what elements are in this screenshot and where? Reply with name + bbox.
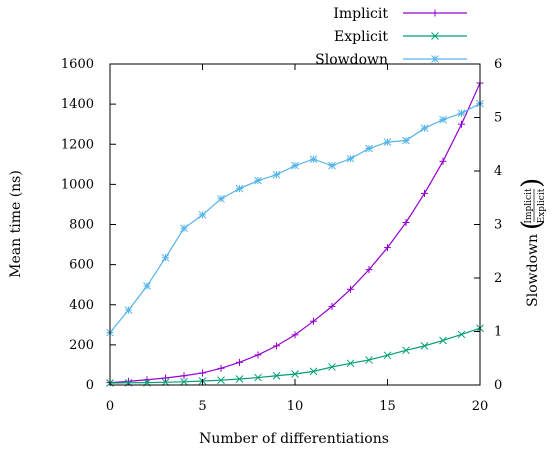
data-point-implicit	[273, 342, 280, 350]
data-point-implicit	[180, 372, 188, 380]
data-point-implicit	[254, 351, 262, 359]
y2-tick-label: 4	[494, 164, 502, 179]
data-point-implicit	[199, 369, 206, 377]
data-point-slowdown	[420, 124, 429, 133]
y2-tick-label: 3	[494, 218, 502, 233]
data-point-slowdown	[143, 282, 151, 290]
x-tick-label: 0	[106, 399, 114, 414]
y-tick-label: 0	[86, 378, 94, 393]
x-tick-label: 10	[287, 399, 304, 414]
data-point-implicit	[328, 302, 336, 310]
data-point-slowdown	[198, 211, 207, 219]
data-point-implicit	[310, 317, 317, 325]
data-point-slowdown	[328, 161, 336, 170]
x-tick-label: 15	[379, 399, 396, 414]
legend-marker-explicit	[431, 32, 439, 40]
data-point-explicit	[402, 346, 410, 355]
legend-label-implicit: Implicit	[333, 6, 388, 22]
y2-tick-label: 2	[494, 271, 502, 286]
data-point-implicit	[347, 285, 354, 293]
data-point-implicit	[162, 374, 169, 382]
y2-axis-label-denominator: Explicit	[537, 188, 547, 223]
data-point-slowdown	[272, 170, 281, 179]
data-point-implicit	[402, 218, 410, 226]
data-point-implicit	[365, 266, 373, 274]
data-point-slowdown	[457, 109, 466, 118]
data-point-explicit	[383, 351, 392, 360]
data-point-explicit	[217, 376, 225, 385]
x-tick-label: 5	[198, 399, 206, 414]
data-point-explicit	[309, 367, 318, 376]
data-point-slowdown	[402, 136, 410, 145]
x-tick-label: 20	[472, 399, 489, 414]
data-point-slowdown	[309, 155, 318, 164]
y-tick-label: 800	[69, 218, 94, 233]
data-point-slowdown	[346, 154, 355, 163]
data-point-explicit	[346, 359, 355, 368]
y-tick-label: 400	[69, 298, 94, 313]
data-point-implicit	[236, 358, 243, 366]
data-point-explicit	[254, 373, 262, 382]
y2-tick-label: 6	[494, 57, 502, 72]
legend: Implicit Explicit Slowdown	[315, 6, 467, 68]
legend-marker-slowdown	[431, 55, 439, 63]
legend-label-explicit: Explicit	[334, 29, 388, 45]
data-point-implicit	[217, 364, 225, 372]
y2-tick-label: 1	[494, 325, 502, 340]
data-point-explicit	[439, 336, 447, 345]
data-point-implicit	[125, 377, 132, 385]
data-point-explicit	[272, 371, 281, 380]
data-point-implicit	[439, 157, 447, 165]
data-point-implicit	[458, 120, 465, 128]
data-point-explicit	[180, 377, 188, 386]
data-point-implicit	[384, 244, 391, 252]
data-point-slowdown	[365, 144, 373, 153]
data-point-implicit	[421, 189, 428, 197]
data-point-explicit	[291, 370, 299, 378]
series-line-slowdown	[109, 103, 481, 333]
data-point-slowdown	[254, 176, 262, 185]
data-point-explicit	[235, 375, 244, 383]
axes: 0 5 10 15 2002004006008001000120014001600012…	[61, 57, 502, 414]
data-point-slowdown	[124, 306, 133, 314]
y-axis-label: Mean time (ns)	[8, 170, 24, 278]
y2-axis-paren-left: (	[517, 220, 547, 230]
y2-axis-label: Slowdown ( Implicit Explicit )	[517, 178, 547, 307]
y-tick-label: 1400	[61, 97, 94, 112]
data-point-implicit	[291, 331, 299, 339]
y-tick-label: 1600	[61, 57, 94, 72]
data-point-slowdown	[291, 161, 299, 170]
data-point-slowdown	[217, 194, 225, 203]
y2-axis-label-prefix: Slowdown	[525, 234, 541, 307]
legend-label-slowdown: Slowdown	[315, 52, 388, 68]
y2-tick-label: 5	[494, 111, 502, 126]
data-point-slowdown	[161, 253, 170, 262]
data-point-slowdown	[180, 224, 188, 233]
data-point-explicit	[457, 330, 466, 339]
y2-axis-label-numerator: Implicit	[524, 188, 534, 224]
y2-axis-paren-right: )	[517, 178, 547, 188]
data-point-explicit	[365, 356, 373, 364]
y-tick-label: 200	[69, 338, 94, 353]
y-tick-label: 1000	[61, 177, 94, 192]
plot-area	[106, 79, 484, 387]
y2-tick-label: 0	[494, 378, 502, 393]
y-tick-label: 1200	[61, 137, 94, 152]
data-point-slowdown	[235, 184, 244, 193]
y-tick-label: 600	[69, 258, 94, 273]
data-point-slowdown	[439, 115, 447, 124]
legend-marker-implicit	[431, 9, 439, 17]
x-axis-label: Number of differentiations	[199, 431, 389, 447]
data-point-explicit	[328, 363, 336, 371]
data-point-explicit	[420, 342, 429, 350]
data-point-slowdown	[383, 138, 392, 146]
